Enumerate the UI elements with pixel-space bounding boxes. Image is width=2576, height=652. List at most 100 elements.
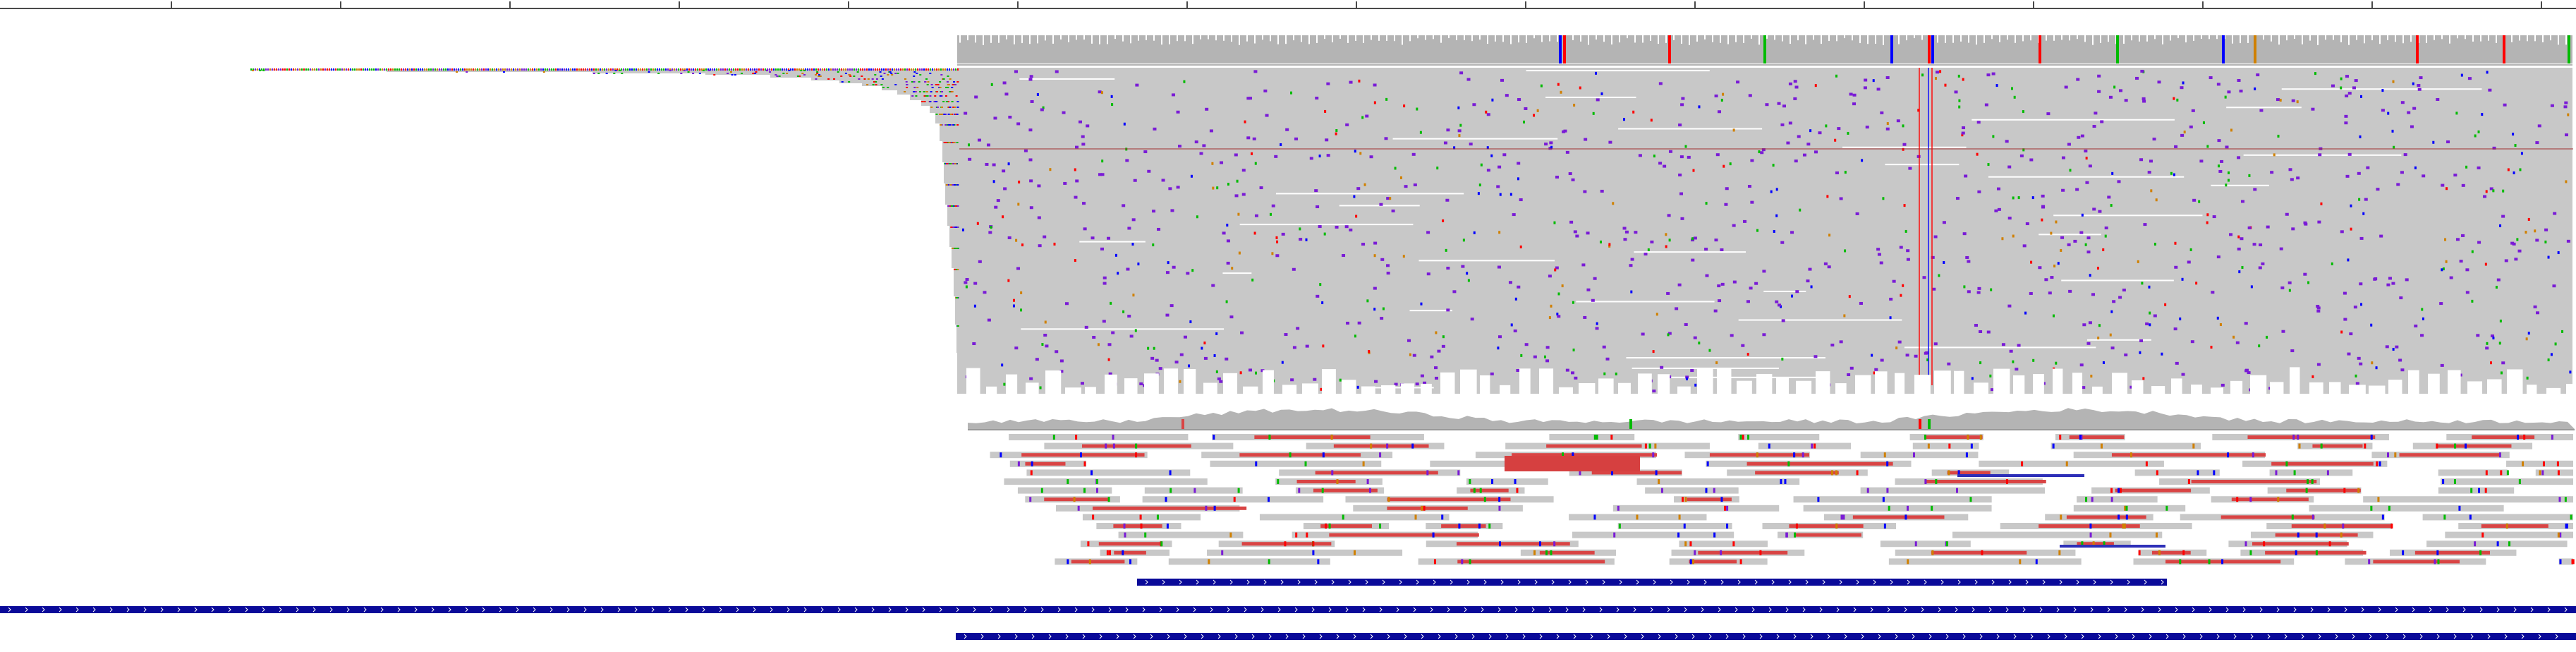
clipped-read[interactable] xyxy=(954,268,959,296)
read[interactable] xyxy=(1860,452,1979,459)
read[interactable] xyxy=(2535,469,2573,476)
alignment-track-1[interactable] xyxy=(250,35,2576,394)
read[interactable] xyxy=(1207,549,1403,556)
read[interactable] xyxy=(1617,523,1732,529)
soft-clip-base xyxy=(881,68,882,71)
read[interactable] xyxy=(1645,487,1739,494)
read[interactable] xyxy=(1004,478,1208,485)
read[interactable] xyxy=(1118,531,1244,538)
clipped-read[interactable] xyxy=(882,86,959,90)
read[interactable] xyxy=(1758,442,1852,449)
read[interactable] xyxy=(1803,505,1992,512)
clipped-read[interactable] xyxy=(921,100,959,106)
soft-clip-base xyxy=(940,68,942,71)
alignment-track-2[interactable] xyxy=(968,408,2575,565)
read[interactable] xyxy=(2506,460,2573,467)
read[interactable] xyxy=(1142,496,1324,503)
read-pileup[interactable] xyxy=(957,68,2572,394)
chevron-right-icon xyxy=(1887,607,1890,612)
clipped-read[interactable] xyxy=(935,113,959,123)
read[interactable] xyxy=(1144,487,1243,494)
clipped-read[interactable] xyxy=(593,72,959,73)
clipped-read[interactable] xyxy=(942,141,959,162)
read[interactable] xyxy=(1860,487,2046,494)
clipped-read[interactable] xyxy=(940,123,959,141)
base-mismatch xyxy=(2055,361,2058,365)
read[interactable] xyxy=(1549,434,1635,440)
clipped-read[interactable] xyxy=(930,106,959,113)
annotation-track[interactable] xyxy=(0,579,2576,640)
read[interactable] xyxy=(2073,505,2186,512)
read[interactable] xyxy=(1009,434,1189,440)
clipped-read[interactable] xyxy=(952,247,959,268)
gene-feature-1[interactable] xyxy=(1137,579,2167,586)
base-mismatch xyxy=(2499,224,2502,228)
read-stack-1[interactable] xyxy=(250,68,2576,394)
clipped-read[interactable] xyxy=(955,296,959,325)
read[interactable] xyxy=(1210,460,1382,467)
clipped-read[interactable] xyxy=(947,205,959,226)
read[interactable] xyxy=(1572,531,1734,538)
read[interactable] xyxy=(1168,558,1330,565)
read[interactable] xyxy=(1026,469,1191,476)
clipped-read[interactable] xyxy=(770,75,959,78)
soft-clip-base xyxy=(803,68,804,71)
clipped-read[interactable] xyxy=(944,162,959,183)
read[interactable] xyxy=(2269,469,2353,476)
read[interactable] xyxy=(2558,558,2573,565)
soft-clip-base xyxy=(640,68,641,71)
read[interactable] xyxy=(1952,531,2163,538)
read[interactable] xyxy=(2438,469,2508,476)
read[interactable] xyxy=(1636,478,1800,485)
base-mismatch xyxy=(1183,335,1187,339)
clipped-read[interactable] xyxy=(945,183,959,205)
read[interactable] xyxy=(1612,505,1780,512)
feature-bar[interactable] xyxy=(1137,579,2167,586)
read[interactable] xyxy=(2051,442,2201,449)
clipped-read[interactable] xyxy=(949,226,959,247)
read[interactable] xyxy=(1912,442,1979,449)
feature-bar[interactable] xyxy=(956,633,2576,640)
base-mismatch xyxy=(1681,97,1685,100)
read[interactable] xyxy=(2134,469,2220,476)
clipped-read[interactable] xyxy=(705,73,959,75)
read[interactable] xyxy=(1793,496,1992,503)
clipped-read[interactable] xyxy=(387,71,959,72)
base-mismatch xyxy=(2517,249,2522,253)
read[interactable] xyxy=(1888,558,2082,565)
read[interactable] xyxy=(1880,541,1971,548)
soft-clip-base xyxy=(720,68,722,71)
clipped-read[interactable] xyxy=(956,325,959,353)
read[interactable] xyxy=(2422,514,2573,521)
read[interactable] xyxy=(1259,514,1450,521)
coverage-notch xyxy=(1844,35,1845,39)
read[interactable] xyxy=(1017,487,1112,494)
base-mismatch xyxy=(2364,443,2367,449)
read[interactable] xyxy=(2309,505,2504,512)
read[interactable] xyxy=(2445,531,2573,538)
read[interactable] xyxy=(2441,478,2573,485)
clipped-read[interactable] xyxy=(811,78,959,80)
clipped-read[interactable] xyxy=(910,95,959,100)
base-mismatch xyxy=(1441,344,1445,348)
base-mismatch xyxy=(2124,99,2128,102)
read[interactable] xyxy=(1679,541,1768,548)
base-mismatch xyxy=(1545,346,1550,349)
read[interactable] xyxy=(2438,487,2515,494)
coverage-notch xyxy=(1991,35,1993,40)
chevron-right-icon xyxy=(482,607,485,612)
clipped-read[interactable] xyxy=(862,83,959,86)
gene-feature-2[interactable] xyxy=(0,606,2576,613)
read[interactable] xyxy=(2363,496,2573,503)
read[interactable] xyxy=(1979,460,2164,467)
clipped-read[interactable] xyxy=(839,80,959,83)
feature-bar[interactable] xyxy=(0,606,2576,613)
read[interactable] xyxy=(1738,434,1820,440)
gene-feature-3[interactable] xyxy=(956,633,2576,640)
base-mismatch xyxy=(2388,277,2392,280)
read-stack-2[interactable] xyxy=(990,434,2575,565)
read[interactable] xyxy=(1466,478,1548,485)
read[interactable] xyxy=(2077,496,2158,503)
